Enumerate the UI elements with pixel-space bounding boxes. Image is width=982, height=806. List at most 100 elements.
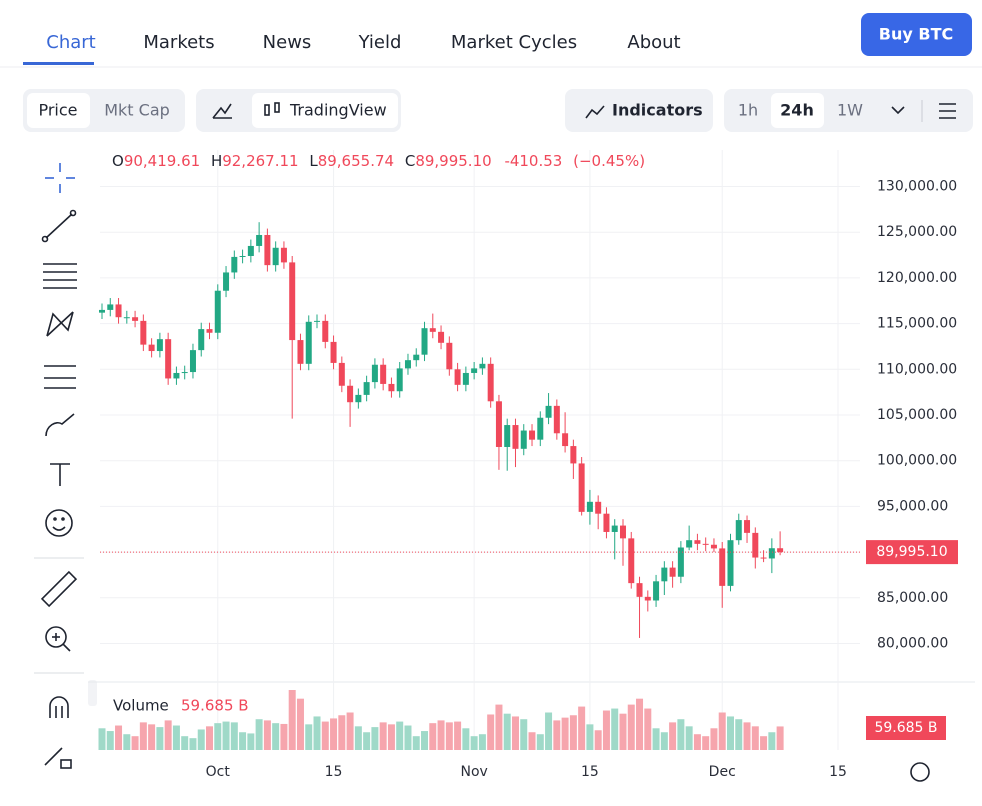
- price-tab[interactable]: Price: [38, 101, 77, 120]
- zoom-tool[interactable]: [45, 626, 71, 652]
- volume-bar: [321, 721, 329, 750]
- indicators-label[interactable]: Indicators: [612, 101, 703, 120]
- buy-button-label[interactable]: Buy BTC: [879, 25, 953, 44]
- volume-tag: [866, 716, 946, 740]
- toolbar: Price Mkt Cap TradingView Indicators 1h …: [23, 89, 973, 132]
- volume-bar: [652, 728, 660, 750]
- candle-body: [123, 317, 130, 319]
- candle-body: [595, 501, 602, 514]
- buy-button[interactable]: [861, 13, 972, 56]
- nav-item[interactable]: About: [627, 32, 680, 53]
- volume-bar: [636, 698, 644, 750]
- lock-tool[interactable]: [44, 747, 72, 769]
- candle-body: [603, 513, 610, 532]
- nav-item[interactable]: Markets: [143, 32, 214, 53]
- volume-bar: [511, 716, 519, 750]
- candle-body: [653, 581, 660, 601]
- volume-bar: [222, 721, 230, 750]
- volume-bar: [421, 731, 429, 750]
- nav-item[interactable]: Yield: [358, 32, 402, 53]
- candle-body: [140, 320, 147, 345]
- chevron[interactable]: [891, 106, 905, 115]
- text-tool[interactable]: [50, 463, 70, 486]
- emoji-tool[interactable]: [45, 509, 73, 537]
- volume-bar: [619, 713, 627, 750]
- volume-bar: [776, 726, 784, 750]
- candle-body: [529, 430, 536, 440]
- volume-bar: [263, 720, 271, 750]
- magnet-tool[interactable]: [49, 696, 69, 718]
- candle-body: [355, 394, 362, 403]
- trendline-tool[interactable]: [41, 209, 77, 243]
- ohlc-value: 90,419.61: [124, 152, 200, 170]
- collapse-handle[interactable]: [88, 680, 97, 706]
- volume-bar: [536, 734, 544, 750]
- ohlc-key: H: [211, 152, 222, 170]
- candle-body: [314, 320, 321, 322]
- volume-bar: [371, 727, 379, 750]
- candle-body: [570, 446, 577, 464]
- ohlc-value: 92,267.11: [222, 152, 298, 170]
- nav-item[interactable]: News: [263, 32, 312, 53]
- line-icon[interactable]: [212, 103, 232, 119]
- volume-bar: [139, 722, 147, 750]
- mktcap-tab[interactable]: Mkt Cap: [104, 101, 170, 120]
- volume-bar: [296, 698, 304, 750]
- volume-bar: [305, 724, 313, 750]
- projection-tool[interactable]: [44, 365, 76, 389]
- ruler-tool[interactable]: [40, 570, 78, 608]
- candle-body: [586, 501, 593, 512]
- candle-body: [619, 525, 626, 539]
- candle-body: [256, 234, 263, 246]
- x-tick-label: 15: [581, 764, 599, 780]
- candle-body: [115, 304, 122, 318]
- y-tick-label: 105,000.00: [877, 407, 957, 423]
- nav-item[interactable]: Chart: [46, 32, 95, 53]
- candle-body: [562, 433, 569, 447]
- interval[interactable]: 24h: [780, 101, 814, 120]
- candle-body: [768, 548, 775, 559]
- crosshair-tool[interactable]: [45, 163, 75, 193]
- volume-bar: [627, 704, 635, 750]
- segment-active[interactable]: [27, 93, 90, 128]
- volume-bar: [743, 722, 751, 750]
- segment-active[interactable]: [252, 93, 398, 128]
- candle-body: [537, 417, 544, 440]
- settings-icon[interactable]: [939, 103, 956, 119]
- ohlc-value: 89,655.74: [318, 152, 394, 170]
- pattern-tool[interactable]: [46, 311, 74, 337]
- x-tick-label: 15: [829, 764, 847, 780]
- interval-active[interactable]: [771, 93, 824, 128]
- volume-bar: [148, 724, 156, 750]
- candle-body: [710, 544, 717, 549]
- indicators-button[interactable]: [565, 89, 713, 132]
- nav-item[interactable]: Market Cycles: [451, 32, 577, 53]
- tradingview-tab[interactable]: TradingView: [289, 101, 387, 120]
- candle-body: [322, 320, 329, 342]
- volume-bar: [702, 736, 710, 750]
- interval[interactable]: 1h: [738, 101, 758, 120]
- candle-body: [578, 463, 585, 512]
- candle-body: [396, 368, 403, 392]
- volume-bar: [520, 719, 528, 750]
- volume-bar: [611, 708, 619, 750]
- volume-bar: [313, 716, 321, 750]
- candle-body: [198, 329, 205, 351]
- settings-hex[interactable]: [910, 762, 930, 782]
- candle-body: [338, 362, 345, 386]
- interval[interactable]: 1W: [837, 101, 863, 120]
- volume-bar: [346, 712, 354, 750]
- candle-body: [495, 401, 502, 447]
- candle-body: [347, 385, 354, 403]
- volume-bar: [429, 723, 437, 750]
- volume-bar: [123, 734, 131, 750]
- brush-tool[interactable]: [45, 413, 75, 437]
- candle-body: [735, 520, 742, 541]
- ohlc-key: O: [112, 152, 124, 170]
- candle-body: [545, 405, 552, 418]
- fib-tool[interactable]: [43, 263, 77, 289]
- candle-body: [297, 340, 304, 364]
- candle-body: [644, 596, 651, 601]
- y-tick-label: 110,000.00: [877, 361, 957, 377]
